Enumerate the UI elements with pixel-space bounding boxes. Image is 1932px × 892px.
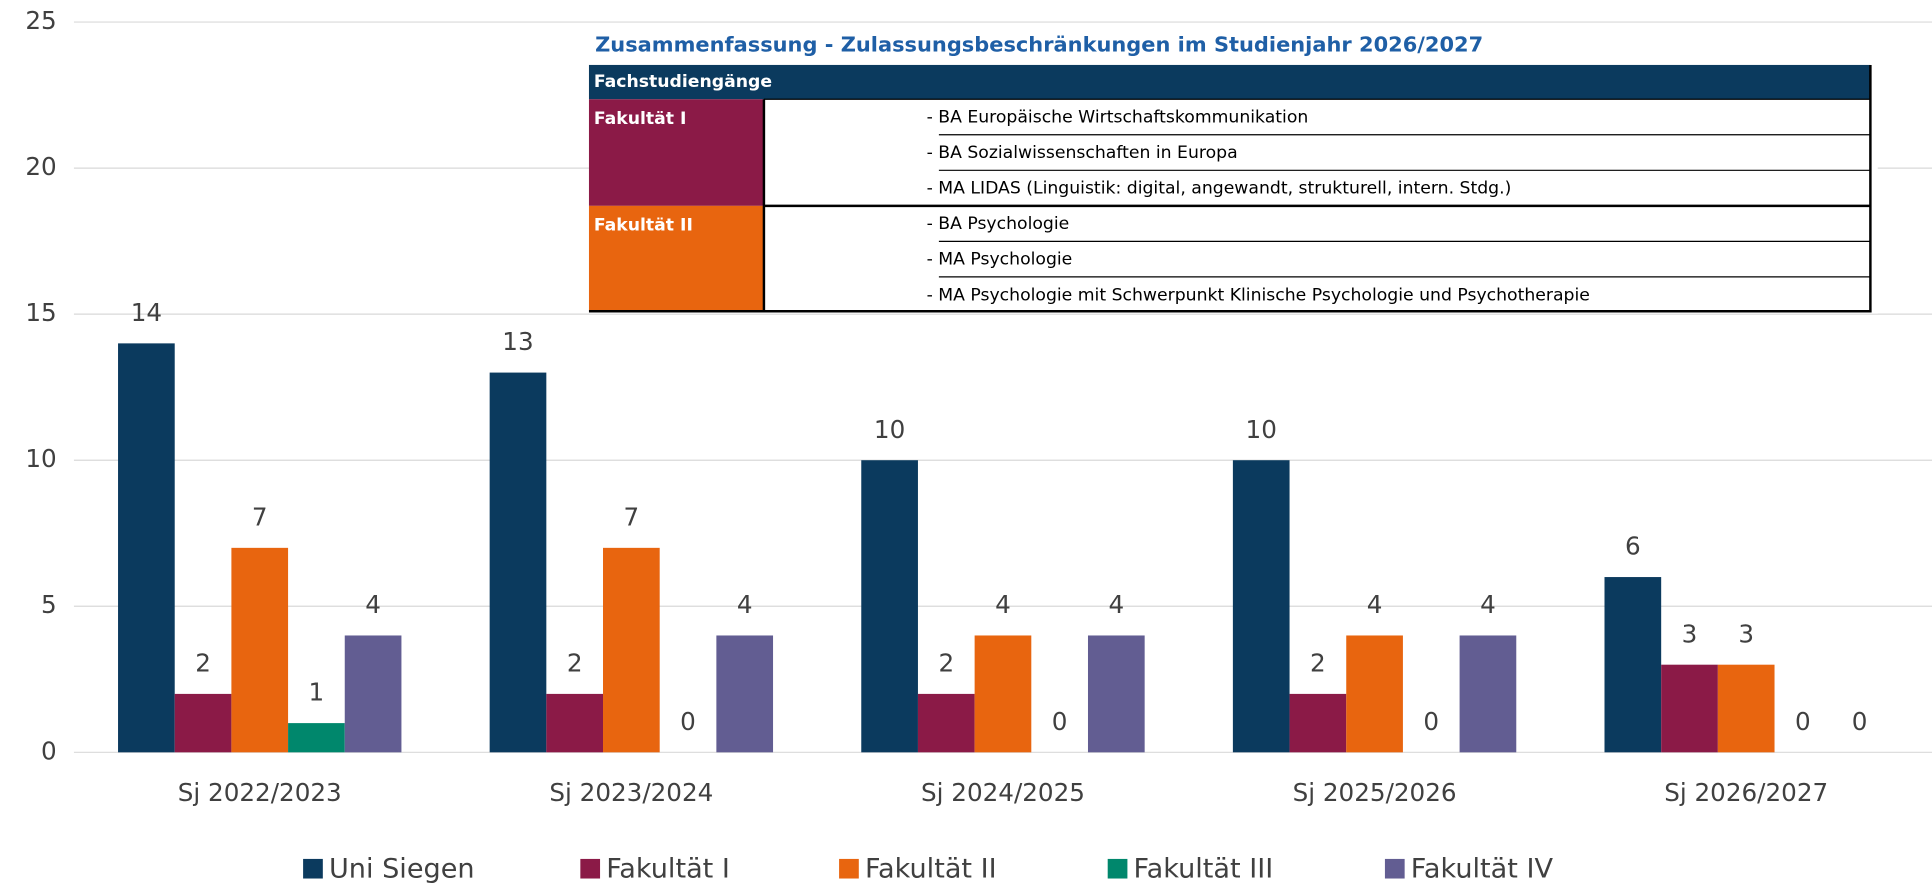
y-tick-label: 25 — [25, 6, 56, 35]
data-label: 2 — [567, 649, 583, 678]
y-tick-label: 0 — [41, 736, 57, 765]
data-label: 7 — [252, 502, 268, 531]
legend-swatch — [839, 858, 859, 879]
data-label: 3 — [1738, 619, 1754, 648]
data-label: 6 — [1625, 532, 1641, 561]
x-tick-label: Sj 2024/2025 — [921, 778, 1085, 807]
group-cell — [588, 99, 764, 206]
item: - MA Psychologie mit Schwerpunkt Klinisc… — [927, 285, 1590, 305]
bar — [489, 372, 547, 753]
data-label: 2 — [195, 649, 211, 678]
x-tick-label: Sj 2023/2024 — [549, 778, 713, 807]
inset-header — [588, 64, 1871, 100]
data-label: 4 — [365, 590, 381, 619]
bar — [603, 547, 660, 753]
y-tick-label: 10 — [25, 444, 56, 473]
item: - BA Psychologie — [927, 214, 1070, 234]
x-tick-label: Sj 2025/2026 — [1293, 778, 1457, 807]
data-label: 2 — [938, 649, 954, 678]
legend-swatch — [303, 858, 323, 879]
legend-label: Fakultät IV — [1411, 853, 1554, 884]
legend-swatch — [1384, 858, 1405, 879]
group-cell — [588, 205, 764, 312]
inset-header-text: Fachstudiengänge — [594, 72, 772, 92]
data-label: 0 — [1423, 707, 1439, 736]
group-label: Fakultät II — [594, 215, 693, 235]
data-label: 4 — [1367, 590, 1383, 619]
legend-label: Uni Siegen — [329, 853, 475, 884]
bar — [1717, 664, 1775, 753]
y-tick-label: 5 — [41, 590, 57, 619]
bar — [1661, 664, 1718, 753]
data-label: 0 — [1795, 707, 1811, 736]
inset-title: Zusammenfassung - Zulassungsbeschränkung… — [595, 32, 1483, 56]
data-label: 1 — [309, 678, 325, 707]
bar — [1604, 577, 1662, 753]
legend-label: Fakultät III — [1134, 853, 1274, 884]
bar — [288, 723, 345, 753]
data-label: 4 — [737, 590, 753, 619]
bar — [118, 343, 175, 753]
bar — [344, 635, 402, 753]
bar — [1087, 635, 1145, 753]
bar — [174, 693, 232, 753]
data-label: 4 — [995, 590, 1011, 619]
data-label: 0 — [680, 707, 696, 736]
item: - MA Psychologie — [927, 250, 1073, 270]
legend-swatch — [1107, 858, 1128, 879]
data-label: 13 — [502, 327, 533, 356]
bar — [1459, 635, 1517, 753]
bar — [231, 547, 289, 753]
data-label: 7 — [624, 502, 640, 531]
data-label: 4 — [1480, 590, 1496, 619]
bar — [974, 635, 1032, 753]
data-label: 10 — [1246, 415, 1277, 444]
data-label: 10 — [874, 415, 905, 444]
legend-label: Fakultät I — [606, 853, 730, 884]
x-tick-label: Sj 2022/2023 — [178, 778, 342, 807]
item: - MA LIDAS (Linguistik: digital, angewan… — [927, 179, 1512, 199]
data-label: 2 — [1310, 649, 1326, 678]
y-tick-label: 20 — [25, 152, 56, 181]
data-label: 0 — [1852, 707, 1868, 736]
bar — [1232, 460, 1290, 753]
bar — [917, 693, 975, 753]
bar — [716, 635, 774, 753]
bar — [546, 693, 604, 753]
data-label: 14 — [131, 298, 162, 327]
bar — [1289, 693, 1347, 753]
data-label: 4 — [1108, 590, 1124, 619]
item: - BA Europäische Wirtschaftskommunikatio… — [927, 108, 1309, 128]
y-tick-label: 15 — [25, 298, 56, 327]
x-tick-label: Sj 2026/2027 — [1664, 778, 1828, 807]
bar — [1346, 635, 1403, 753]
bar — [861, 460, 918, 753]
group-label: Fakultät I — [594, 109, 687, 129]
data-label: 0 — [1052, 707, 1068, 736]
legend-label: Fakultät II — [865, 853, 997, 884]
item: - BA Sozialwissenschaften in Europa — [927, 143, 1238, 163]
legend-swatch — [580, 858, 601, 879]
data-label: 3 — [1682, 619, 1698, 648]
